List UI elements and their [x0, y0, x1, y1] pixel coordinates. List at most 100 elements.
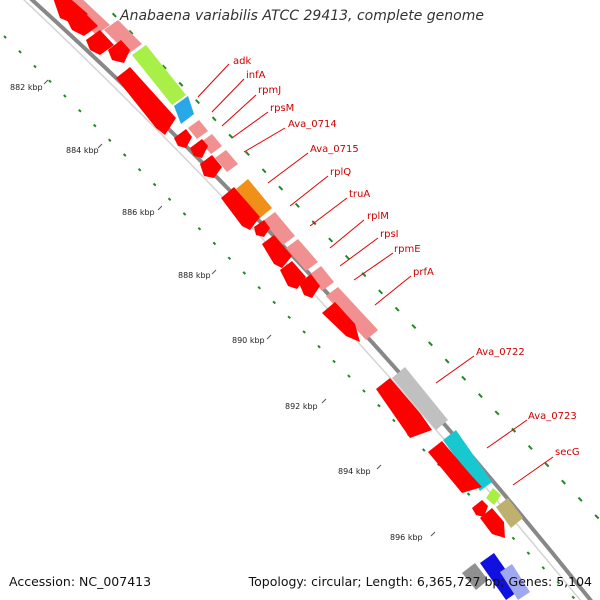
shaded-cds — [201, 134, 222, 154]
map-title: Anabaena variabilis ATCC 29413, complete… — [120, 8, 484, 24]
gc-tick — [278, 185, 284, 191]
cds-arrow — [262, 235, 292, 268]
cds-arrow — [299, 274, 320, 298]
shaded-cds — [104, 20, 142, 54]
gc-tick — [48, 79, 52, 84]
shaded-cds — [263, 212, 295, 245]
gc-tick — [362, 389, 366, 393]
kbp-label: 882 kbp — [10, 83, 43, 92]
kbp-label: 888 kbp — [178, 271, 211, 280]
cds-arrow — [200, 155, 222, 178]
gc-tick — [561, 479, 567, 485]
gc-tick — [182, 212, 187, 216]
gc-tick — [111, 12, 117, 18]
gc-tick — [152, 182, 157, 187]
cds-arrow — [86, 30, 114, 55]
shaded-cds — [309, 266, 334, 291]
gc-tick — [421, 448, 426, 452]
cds-arrow — [108, 40, 130, 63]
kbp-label: 884 kbp — [66, 146, 99, 155]
shaded-feature-track — [64, 0, 530, 600]
gc-tick — [3, 35, 7, 39]
cds-arrow — [428, 441, 482, 493]
gc-tick — [328, 237, 334, 243]
cog-deepblue-cds — [480, 553, 520, 600]
cog-darkgray-cds — [462, 563, 488, 590]
cds-arrow — [221, 187, 260, 230]
gc-tick — [347, 374, 351, 378]
gc-tick — [541, 566, 546, 570]
gc-tick — [272, 300, 276, 305]
genome-summary-label: Topology: circular; Length: 6,365,727 bp… — [248, 574, 592, 589]
gc-tick — [161, 64, 167, 70]
cds-arrow — [472, 500, 488, 517]
gc-tick — [344, 254, 350, 260]
cds-arrow — [376, 378, 432, 438]
gc-tick — [427, 341, 433, 347]
gc-tick — [261, 168, 267, 174]
shaded-cds — [286, 239, 318, 271]
shaded-cds — [326, 287, 378, 340]
gene-label-rplQ: rplQ — [330, 167, 351, 178]
gc-tick — [571, 595, 576, 600]
gc-tick — [33, 64, 37, 69]
gc-tick — [18, 50, 22, 54]
gene-label-rplM: rplM — [367, 211, 389, 222]
gc-tick — [392, 418, 396, 423]
gene-label-rpsI: rpsI — [380, 229, 399, 240]
cds-arrow — [254, 220, 270, 237]
cds-arrow — [174, 129, 192, 148]
gc-tick — [577, 496, 583, 502]
cog-gray-cds — [392, 367, 448, 430]
cog-lightblue-cds — [500, 564, 530, 600]
gc-tick — [477, 393, 483, 399]
gene-label-Ava_0714: Ava_0714 — [288, 119, 337, 130]
gene-label-Ava_0722: Ava_0722 — [476, 347, 525, 358]
gc-tick — [466, 492, 471, 496]
gene-label-prfA: prfA — [413, 267, 434, 278]
kbp-label: 886 kbp — [122, 208, 155, 217]
gc-tick — [242, 271, 247, 275]
cog-cyan-cds — [443, 430, 492, 491]
gc-tick — [287, 315, 291, 320]
cds-track — [53, 0, 505, 538]
gene-label-secG: secG — [555, 447, 580, 458]
gene-label-truA: truA — [349, 189, 370, 200]
cds-arrow — [280, 261, 306, 289]
gc-tick — [394, 306, 400, 312]
gc-tick — [544, 462, 550, 468]
gc-content-tracks — [3, 0, 600, 600]
gc-tick — [197, 226, 202, 231]
gene-label-rpmE: rpmE — [394, 244, 421, 255]
gene-label-rpmJ: rpmJ — [258, 85, 281, 96]
cog-olive-cds — [496, 498, 523, 528]
gc-tick — [63, 94, 67, 98]
kbp-labels: 882 kbp 884 kbp 886 kbp 888 kbp 890 kbp … — [10, 83, 423, 542]
gc-tick — [526, 551, 531, 555]
gene-leader-lines — [197, 63, 554, 486]
accession-label: Accession: NC_007413 — [9, 574, 152, 589]
cog-lime-cds — [486, 488, 501, 505]
gc-tick — [461, 375, 467, 381]
kbp-label: 894 kbp — [338, 467, 371, 476]
gene-label-Ava_0723: Ava_0723 — [528, 411, 577, 422]
gc-tick — [244, 151, 250, 156]
gc-tick — [511, 427, 517, 433]
kbp-label: 890 kbp — [232, 336, 265, 345]
shaded-cds — [188, 120, 208, 139]
gc-tick — [332, 359, 336, 364]
gc-tick — [511, 536, 516, 541]
cog-green-cds — [132, 45, 186, 105]
shaded-cds — [215, 150, 238, 172]
gc-tick — [122, 153, 127, 157]
gc-tick — [378, 289, 384, 295]
gc-tick — [167, 197, 172, 202]
gc-tick — [211, 116, 217, 122]
gc-tick — [212, 241, 217, 246]
cog-blue-cds — [174, 96, 194, 124]
kbp-ticks — [43, 79, 436, 537]
gc-tick — [494, 410, 500, 416]
gc-tick — [107, 138, 112, 143]
gc-tick — [294, 202, 300, 208]
gc-tick — [594, 514, 600, 520]
